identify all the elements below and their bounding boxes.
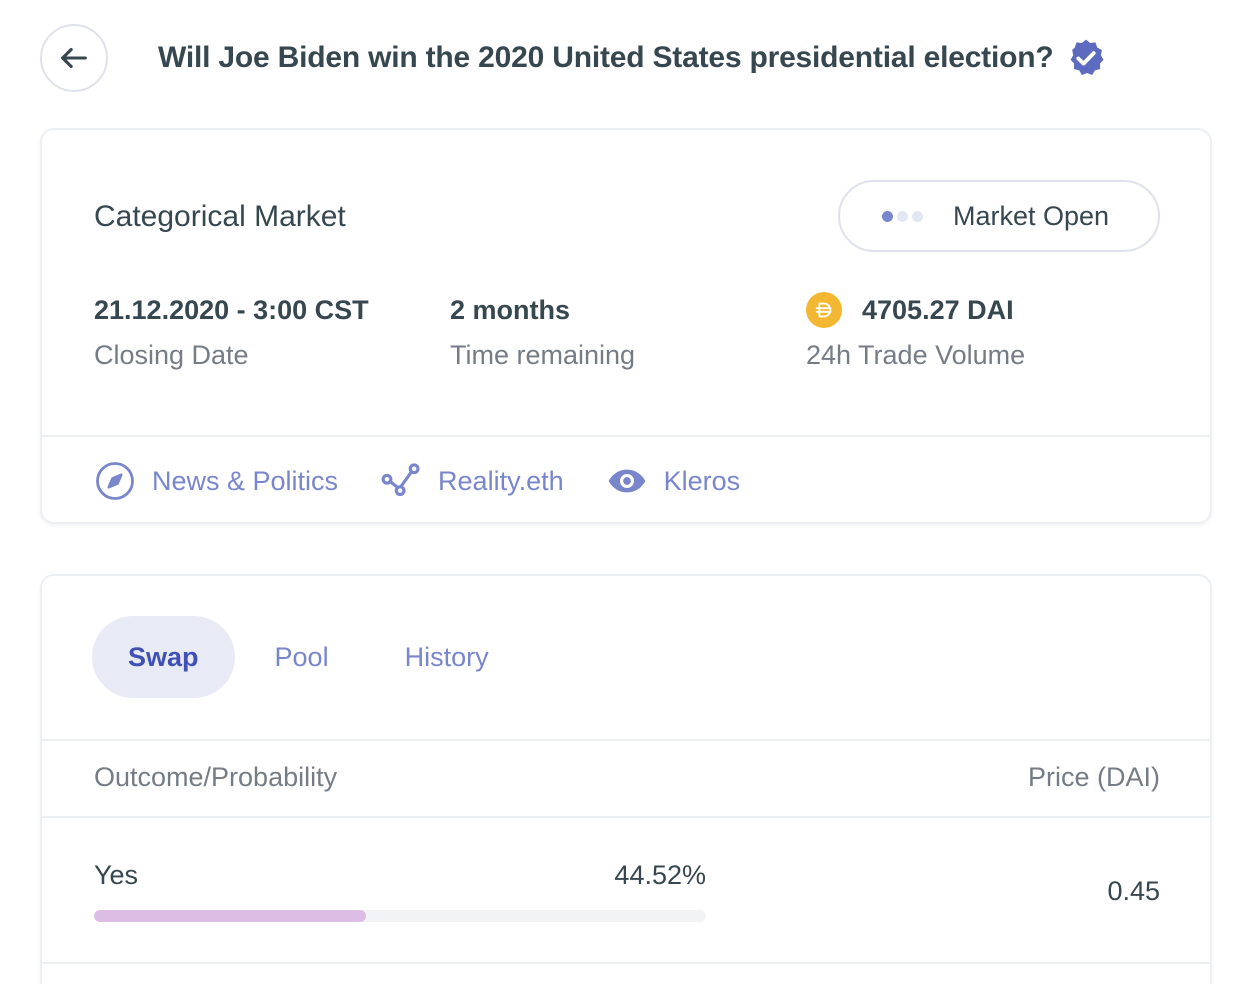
outcome-name: Yes — [94, 860, 139, 890]
outcome-price: 0.45 — [1107, 876, 1160, 906]
trade-volume-value: 4705.27 DAI — [862, 294, 1014, 325]
trade-tabs: Swap Pool History — [92, 616, 525, 698]
tag-category[interactable]: News & Politics — [94, 460, 338, 502]
trade-card: Swap Pool History Outcome/Probability Pr… — [40, 574, 1212, 984]
row-divider — [42, 962, 1210, 964]
tag-category-label: News & Politics — [152, 465, 339, 496]
info-divider — [42, 435, 1210, 437]
outcome-column-header: Outcome/Probability — [94, 762, 338, 792]
tab-history[interactable]: History — [404, 641, 489, 672]
status-dots-icon — [882, 210, 923, 222]
market-type: Categorical Market — [94, 200, 346, 233]
tag-oracle[interactable]: Reality.eth — [380, 460, 564, 502]
time-remaining-value: 2 months — [450, 294, 571, 325]
outcome-probability: 44.52% — [614, 860, 706, 890]
tag-oracle-label: Reality.eth — [438, 465, 564, 496]
closing-date-stat: 21.12.2020 - 3:00 CST Closing Date — [94, 292, 369, 371]
closing-date-value: 21.12.2020 - 3:00 CST — [94, 294, 369, 325]
page-header: Will Joe Biden win the 2020 United State… — [40, 24, 1107, 92]
market-info-card: Categorical Market Market Open 21.12.202… — [40, 128, 1212, 524]
market-status-badge: Market Open — [838, 180, 1160, 252]
verified-badge-icon — [1065, 37, 1107, 79]
probability-bar — [94, 910, 706, 922]
compass-icon — [94, 460, 136, 502]
share-nodes-icon — [380, 460, 422, 502]
dai-icon — [806, 292, 842, 328]
time-remaining-stat: 2 months Time remaining — [450, 292, 635, 371]
page-title: Will Joe Biden win the 2020 United State… — [158, 41, 1054, 74]
market-status-text: Market Open — [953, 200, 1110, 231]
eye-icon — [606, 460, 648, 502]
probability-bar-fill — [94, 910, 367, 922]
price-column-header: Price (DAI) — [1027, 762, 1160, 792]
market-tags: News & Politics Reality.eth — [94, 460, 782, 502]
outcome-row-yes[interactable]: Yes 44.52% 0.45 — [42, 818, 1210, 962]
time-remaining-label: Time remaining — [450, 340, 636, 370]
header-divider — [42, 816, 1210, 818]
trade-volume-stat: 4705.27 DAI 24h Trade Volume — [806, 292, 1025, 371]
tab-pool[interactable]: Pool — [274, 641, 329, 672]
tabs-divider — [42, 739, 1210, 741]
tag-arbitrator-label: Kleros — [663, 465, 741, 496]
closing-date-label: Closing Date — [94, 340, 249, 370]
trade-volume-label: 24h Trade Volume — [806, 340, 1026, 370]
tab-swap[interactable]: Swap — [92, 616, 235, 698]
arrow-left-icon — [61, 47, 87, 69]
back-button[interactable] — [40, 24, 108, 92]
tag-arbitrator[interactable]: Kleros — [606, 460, 741, 502]
